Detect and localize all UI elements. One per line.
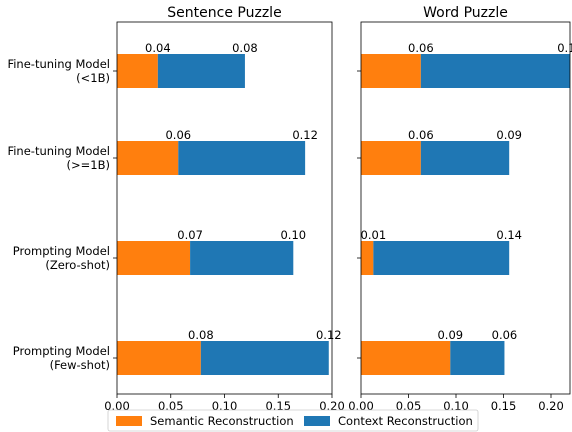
legend-swatch-context	[304, 416, 330, 426]
word-x-tick-label-2: 0.10	[443, 399, 469, 413]
category-label-1: Fine-tuning Model (>=1B)	[7, 144, 110, 172]
sentence-data-label-context-2: 0.10	[280, 228, 306, 242]
sentence-data-label-semantic-2: 0.07	[177, 228, 203, 242]
sentence-x-tick-label-3: 0.15	[265, 399, 291, 413]
word-bar-context-0	[420, 54, 570, 88]
legend-swatch-semantic	[116, 416, 142, 426]
sentence-bar-context-2	[190, 241, 294, 275]
sentence-x-tick-label-0: 0.00	[104, 399, 130, 413]
category-label-3: Prompting Model (Few-shot)	[13, 344, 110, 372]
word-axes-frame	[360, 21, 571, 395]
legend-label-context: Context Reconstruction	[338, 414, 473, 428]
sentence-x-tick-label-4: 0.20	[319, 399, 345, 413]
sentence-bar-context-1	[178, 141, 306, 175]
sentence-data-label-context-0: 0.08	[232, 41, 258, 55]
sentence-data-label-semantic-3: 0.08	[188, 328, 214, 342]
sentence-panel-title: Sentence Puzzle	[167, 5, 281, 21]
sentence-bar-semantic-1	[117, 141, 179, 175]
sentence-data-label-semantic-1: 0.06	[165, 128, 191, 142]
sentence-bar-context-0	[157, 54, 245, 88]
sentence-x-tick-label-2: 0.10	[212, 399, 238, 413]
word-panel-title: Word Puzzle	[423, 5, 508, 21]
sentence-data-label-semantic-0: 0.04	[145, 41, 171, 55]
sentence-data-label-context-3: 0.12	[316, 328, 342, 342]
sentence-data-label-context-1: 0.12	[292, 128, 318, 142]
word-data-label-context-1: 0.09	[496, 128, 522, 142]
word-bar-semantic-2	[361, 241, 374, 275]
word-bar-semantic-3	[361, 341, 451, 375]
category-label-0: Fine-tuning Model (<1B)	[7, 57, 110, 85]
word-data-label-semantic-3: 0.09	[437, 328, 463, 342]
sentence-bar-semantic-0	[117, 54, 158, 88]
word-data-label-semantic-2: 0.01	[361, 228, 387, 242]
word-bar-context-2	[373, 241, 510, 275]
word-x-tick-label-3: 0.15	[491, 399, 517, 413]
word-bar-semantic-0	[361, 54, 421, 88]
sentence-bar-context-3	[200, 341, 329, 375]
sentence-bar-semantic-3	[117, 341, 201, 375]
category-label-2: Prompting Model (Zero-shot)	[13, 244, 110, 272]
word-x-tick-label-4: 0.20	[538, 399, 564, 413]
word-x-tick-label-1: 0.05	[396, 399, 422, 413]
word-data-label-semantic-0: 0.06	[408, 41, 434, 55]
word-bar-semantic-1	[361, 141, 421, 175]
word-bar-context-1	[420, 141, 510, 175]
legend-box	[107, 409, 479, 432]
sentence-x-tick-label-1: 0.05	[158, 399, 184, 413]
word-data-label-context-3: 0.06	[492, 328, 518, 342]
word-data-label-context-2: 0.14	[496, 228, 522, 242]
word-x-tick-label-0: 0.00	[348, 399, 374, 413]
sentence-bar-semantic-2	[117, 241, 191, 275]
word-data-label-semantic-1: 0.06	[408, 128, 434, 142]
word-bar-context-3	[450, 341, 505, 375]
legend-label-semantic: Semantic Reconstruction	[150, 414, 294, 428]
word-data-label-context-0: 0.16	[557, 41, 572, 55]
sentence-axes-frame	[116, 21, 333, 395]
